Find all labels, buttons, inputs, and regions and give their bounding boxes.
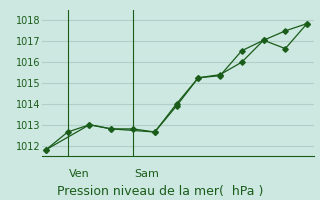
Text: Sam: Sam: [135, 169, 159, 179]
Text: Pression niveau de la mer(  hPa ): Pression niveau de la mer( hPa ): [57, 185, 263, 198]
Text: Ven: Ven: [69, 169, 90, 179]
